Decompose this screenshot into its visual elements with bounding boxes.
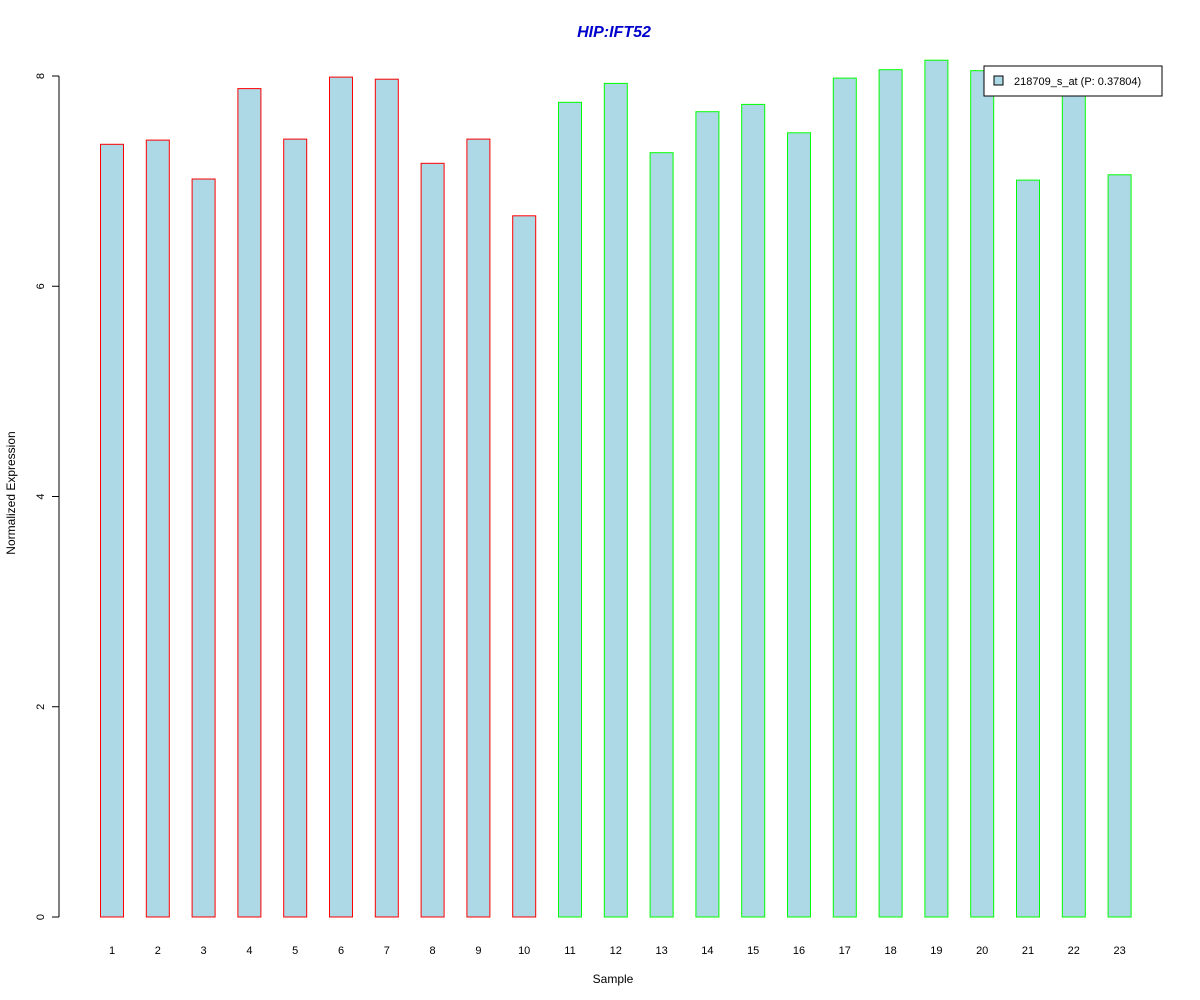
legend-label: 218709_s_at (P: 0.37804) (1014, 76, 1141, 88)
chart-title: HIP:IFT52 (577, 24, 651, 41)
bar-sample-20 (970, 70, 995, 918)
x-tick-label: 6 (338, 945, 344, 957)
bar-sample-14 (695, 111, 720, 918)
y-tick-label: 2 (35, 704, 47, 710)
bar-sample-10 (512, 215, 537, 918)
x-tick-label: 3 (201, 945, 207, 957)
y-axis: 0 2 4 6 8 (35, 73, 60, 920)
bar-sample-18 (878, 69, 903, 918)
x-tick-label: 10 (518, 945, 530, 957)
bar-sample-15 (741, 103, 766, 918)
bar-sample-22 (1061, 91, 1086, 918)
bar-sample-12 (603, 82, 628, 918)
bar-sample-7 (374, 78, 399, 918)
bar-sample-6 (329, 76, 353, 918)
x-tick-label: 17 (839, 945, 851, 957)
x-axis-label: Sample (593, 972, 634, 986)
x-tick-label: 21 (1022, 945, 1034, 957)
bar-sample-16 (787, 132, 811, 918)
x-tick-label: 1 (109, 945, 115, 957)
legend-swatch (993, 75, 1004, 86)
x-axis-tick-labels: 1 2 3 4 5 6 7 8 9 10 11 12 13 14 15 16 17 18 19 20 21 22 23 (109, 945, 1126, 957)
x-tick-label: 11 (564, 945, 575, 957)
bar-sample-9 (466, 138, 491, 918)
x-tick-label: 7 (384, 945, 390, 957)
x-tick-label: 22 (1068, 945, 1080, 957)
bar-sample-3 (191, 178, 216, 918)
x-tick-label: 4 (246, 945, 252, 957)
bar-sample-11 (558, 101, 582, 918)
x-tick-label: 20 (976, 945, 988, 957)
x-tick-label: 18 (884, 945, 896, 957)
legend-box (983, 65, 1163, 97)
bar-sample-21 (1016, 179, 1040, 918)
x-tick-label: 8 (430, 945, 436, 957)
bar-sample-5 (283, 138, 308, 918)
y-tick-label: 0 (35, 914, 47, 920)
legend: 218709_s_at (P: 0.37804) (983, 65, 1163, 97)
x-tick-label: 5 (292, 945, 298, 957)
y-tick-label: 8 (35, 73, 47, 79)
x-tick-label: 23 (1113, 945, 1125, 957)
x-tick-label: 16 (793, 945, 805, 957)
x-tick-label: 19 (930, 945, 942, 957)
x-tick-label: 14 (701, 945, 713, 957)
bar-sample-13 (649, 152, 674, 918)
bar-sample-4 (237, 88, 262, 918)
bar-sample-17 (832, 77, 857, 918)
bar-sample-23 (1107, 174, 1132, 918)
x-tick-label: 2 (155, 945, 161, 957)
bars-layer (100, 59, 1132, 918)
bar-sample-1 (100, 143, 124, 918)
bar-sample-8 (420, 162, 445, 918)
x-tick-label: 15 (747, 945, 759, 957)
y-tick-label: 6 (35, 283, 47, 289)
x-tick-label: 12 (610, 945, 622, 957)
y-axis-label: Normalized Expression (4, 431, 18, 554)
bar-sample-2 (145, 139, 170, 918)
y-tick-label: 4 (35, 493, 47, 499)
x-tick-label: 13 (655, 945, 667, 957)
bar-sample-19 (924, 59, 949, 918)
x-tick-label: 9 (475, 945, 481, 957)
